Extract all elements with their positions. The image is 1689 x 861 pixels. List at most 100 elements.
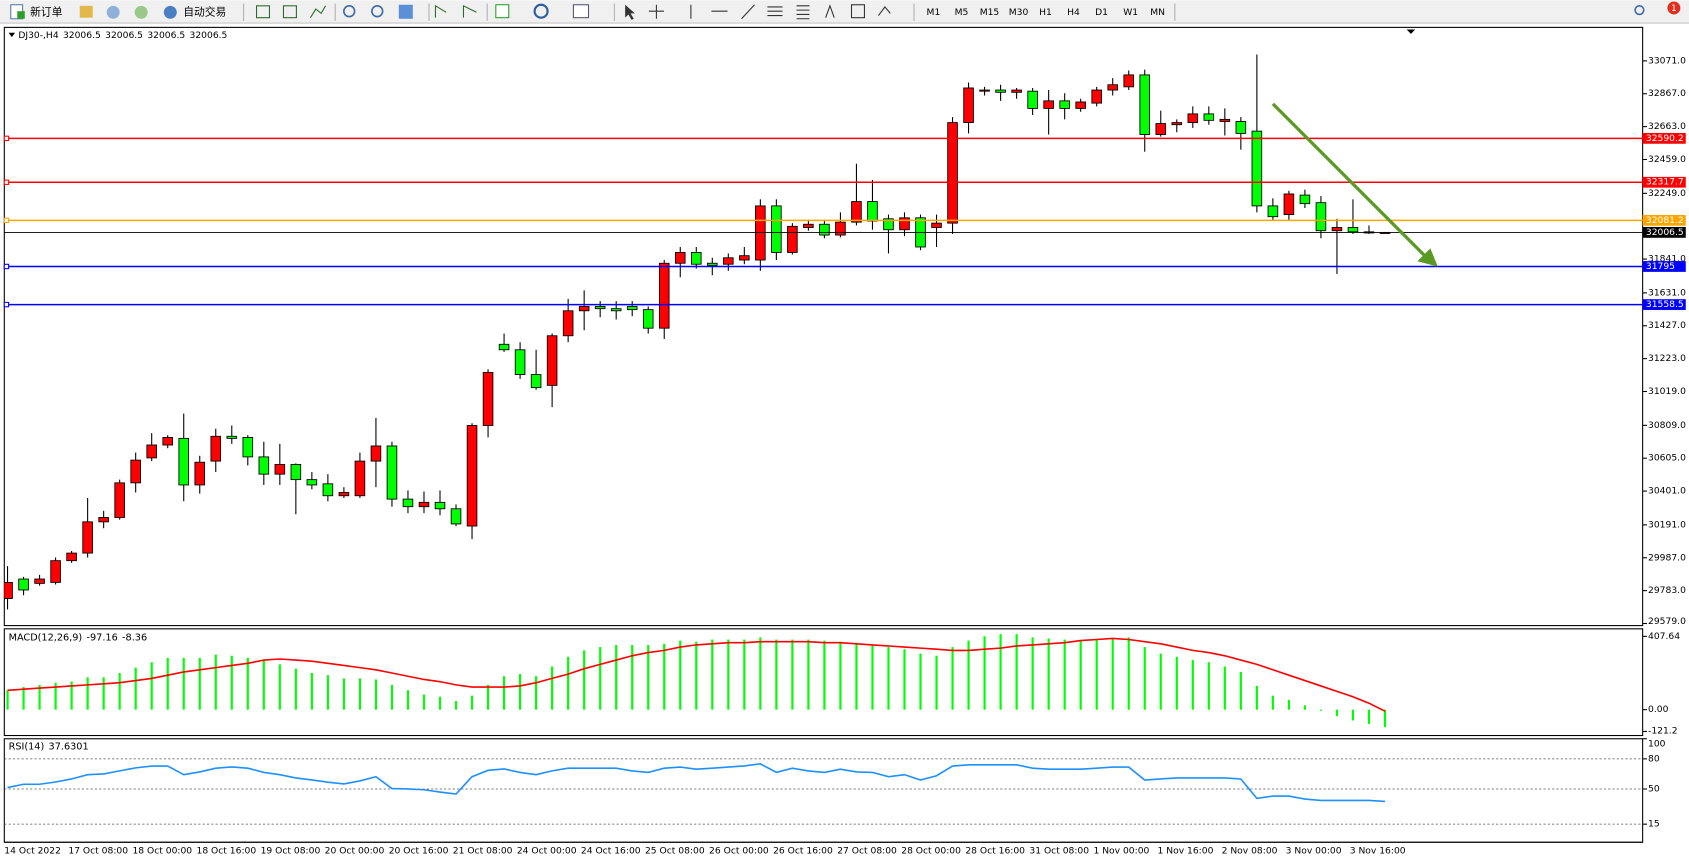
macd-bar [1015, 634, 1018, 710]
macd-bar [887, 647, 890, 710]
search-button[interactable] [1634, 5, 1645, 16]
x-tick-label: 20 Oct 00:00 [325, 845, 385, 856]
candle-body [674, 252, 686, 264]
macd-bar [22, 687, 25, 710]
notifications[interactable]: 1 [1667, 1, 1681, 15]
macd-bar [1255, 685, 1258, 710]
icon[interactable] [434, 4, 447, 18]
icon[interactable] [134, 5, 148, 19]
macd-bar [214, 654, 217, 710]
period-button[interactable]: H4 [1067, 7, 1080, 18]
x-tick-label: 28 Oct 00:00 [901, 845, 961, 856]
icon[interactable] [309, 5, 326, 18]
new-order-button[interactable]: 新订单 [10, 4, 63, 20]
macd-bar [839, 641, 842, 710]
macd-bar [679, 640, 682, 710]
macd-bar [118, 672, 121, 710]
trendline-tool[interactable] [741, 4, 755, 20]
auto-trading-button[interactable]: 自动交易 [163, 5, 226, 19]
icon[interactable] [572, 4, 590, 19]
icon[interactable] [255, 5, 271, 19]
label-tool[interactable] [850, 4, 865, 19]
period-button[interactable]: D1 [1095, 7, 1108, 18]
shapes-tool[interactable] [878, 6, 891, 16]
macd-bar [951, 647, 954, 710]
icon[interactable] [398, 4, 413, 19]
period-buttons: M1 M5 M15 M30 H1 H4 D1 W1 MN [927, 7, 1165, 18]
trend-arrow [1271, 102, 1427, 258]
candle-body [130, 459, 141, 484]
y-tick-label: 31631.0 [1648, 287, 1686, 298]
candle-body [1203, 113, 1215, 121]
macd-bar [983, 636, 986, 710]
macd-bar [791, 639, 794, 710]
candle-body [578, 305, 590, 312]
macd-bar [230, 655, 233, 710]
macd-bar [374, 679, 378, 710]
candle-body [658, 262, 670, 329]
icon[interactable] [282, 5, 297, 19]
cursor-tool[interactable] [625, 4, 635, 20]
icon[interactable] [343, 5, 356, 18]
macd-bar [422, 694, 426, 710]
period-button[interactable]: M30 [1009, 7, 1029, 18]
candle-body [450, 508, 462, 525]
macd-bar [1191, 660, 1194, 710]
channel-tool[interactable] [767, 6, 783, 17]
shift-marker [1406, 29, 1416, 34]
icon[interactable] [533, 3, 549, 19]
y-tick-label: 32867.0 [1648, 88, 1686, 99]
macd-bar [1127, 637, 1130, 710]
candle-body [1139, 74, 1151, 135]
macd-bar [502, 676, 506, 710]
period-button[interactable]: M1 [927, 7, 941, 18]
candle-body [1011, 89, 1022, 93]
indicator-line [7, 763, 1386, 803]
period-button[interactable]: H1 [1039, 7, 1052, 18]
rsi-pane [3, 738, 1644, 843]
icon[interactable] [462, 4, 477, 18]
candle-body [306, 479, 318, 486]
macd-bar [1271, 695, 1274, 710]
period-button[interactable]: M5 [955, 7, 969, 18]
macd-bar [535, 676, 538, 710]
icon[interactable] [495, 4, 510, 19]
period-button[interactable]: M15 [980, 7, 1000, 18]
icon[interactable] [371, 5, 384, 18]
icon[interactable] [79, 5, 93, 18]
macd-bar [823, 640, 826, 710]
x-tick-label: 21 Oct 08:00 [453, 845, 513, 856]
period-button[interactable]: MN [1150, 7, 1165, 18]
macd-bar [1287, 699, 1290, 710]
header-part: 32006.5 [147, 29, 185, 40]
candle-body [210, 435, 222, 462]
y-tick-label: 0.00 [1648, 704, 1669, 715]
badge-count[interactable]: 1 [1671, 4, 1676, 14]
y-tick-label: 31019.0 [1648, 386, 1686, 397]
level-label: 32590.2 [1646, 133, 1684, 144]
candle-body [1091, 89, 1102, 104]
macd-bar [1223, 666, 1226, 710]
candle-body [482, 372, 494, 426]
button-label[interactable]: 自动交易 [183, 5, 226, 18]
candle-body [338, 492, 350, 497]
fibo-tool[interactable] [796, 5, 810, 20]
x-tick-label: 26 Oct 00:00 [709, 845, 769, 856]
text-tool[interactable] [825, 4, 835, 18]
macd-bar [198, 657, 201, 710]
candle-body [386, 445, 398, 500]
candle-body [162, 436, 173, 446]
candle-body [1219, 118, 1231, 122]
candle-body [322, 483, 334, 497]
button-label[interactable]: 新订单 [30, 5, 63, 18]
candle-body [258, 456, 270, 475]
level-handle [3, 179, 10, 185]
icon[interactable] [106, 5, 120, 19]
macd-bar [967, 640, 970, 710]
y-tick-label: 407.64 [1648, 631, 1680, 642]
current-price-label: 32006.5 [1646, 227, 1684, 238]
crosshair-tool[interactable] [648, 4, 664, 19]
candle-body [1347, 227, 1359, 233]
y-tick-label: 31223.0 [1648, 353, 1686, 364]
period-button[interactable]: W1 [1123, 7, 1138, 18]
